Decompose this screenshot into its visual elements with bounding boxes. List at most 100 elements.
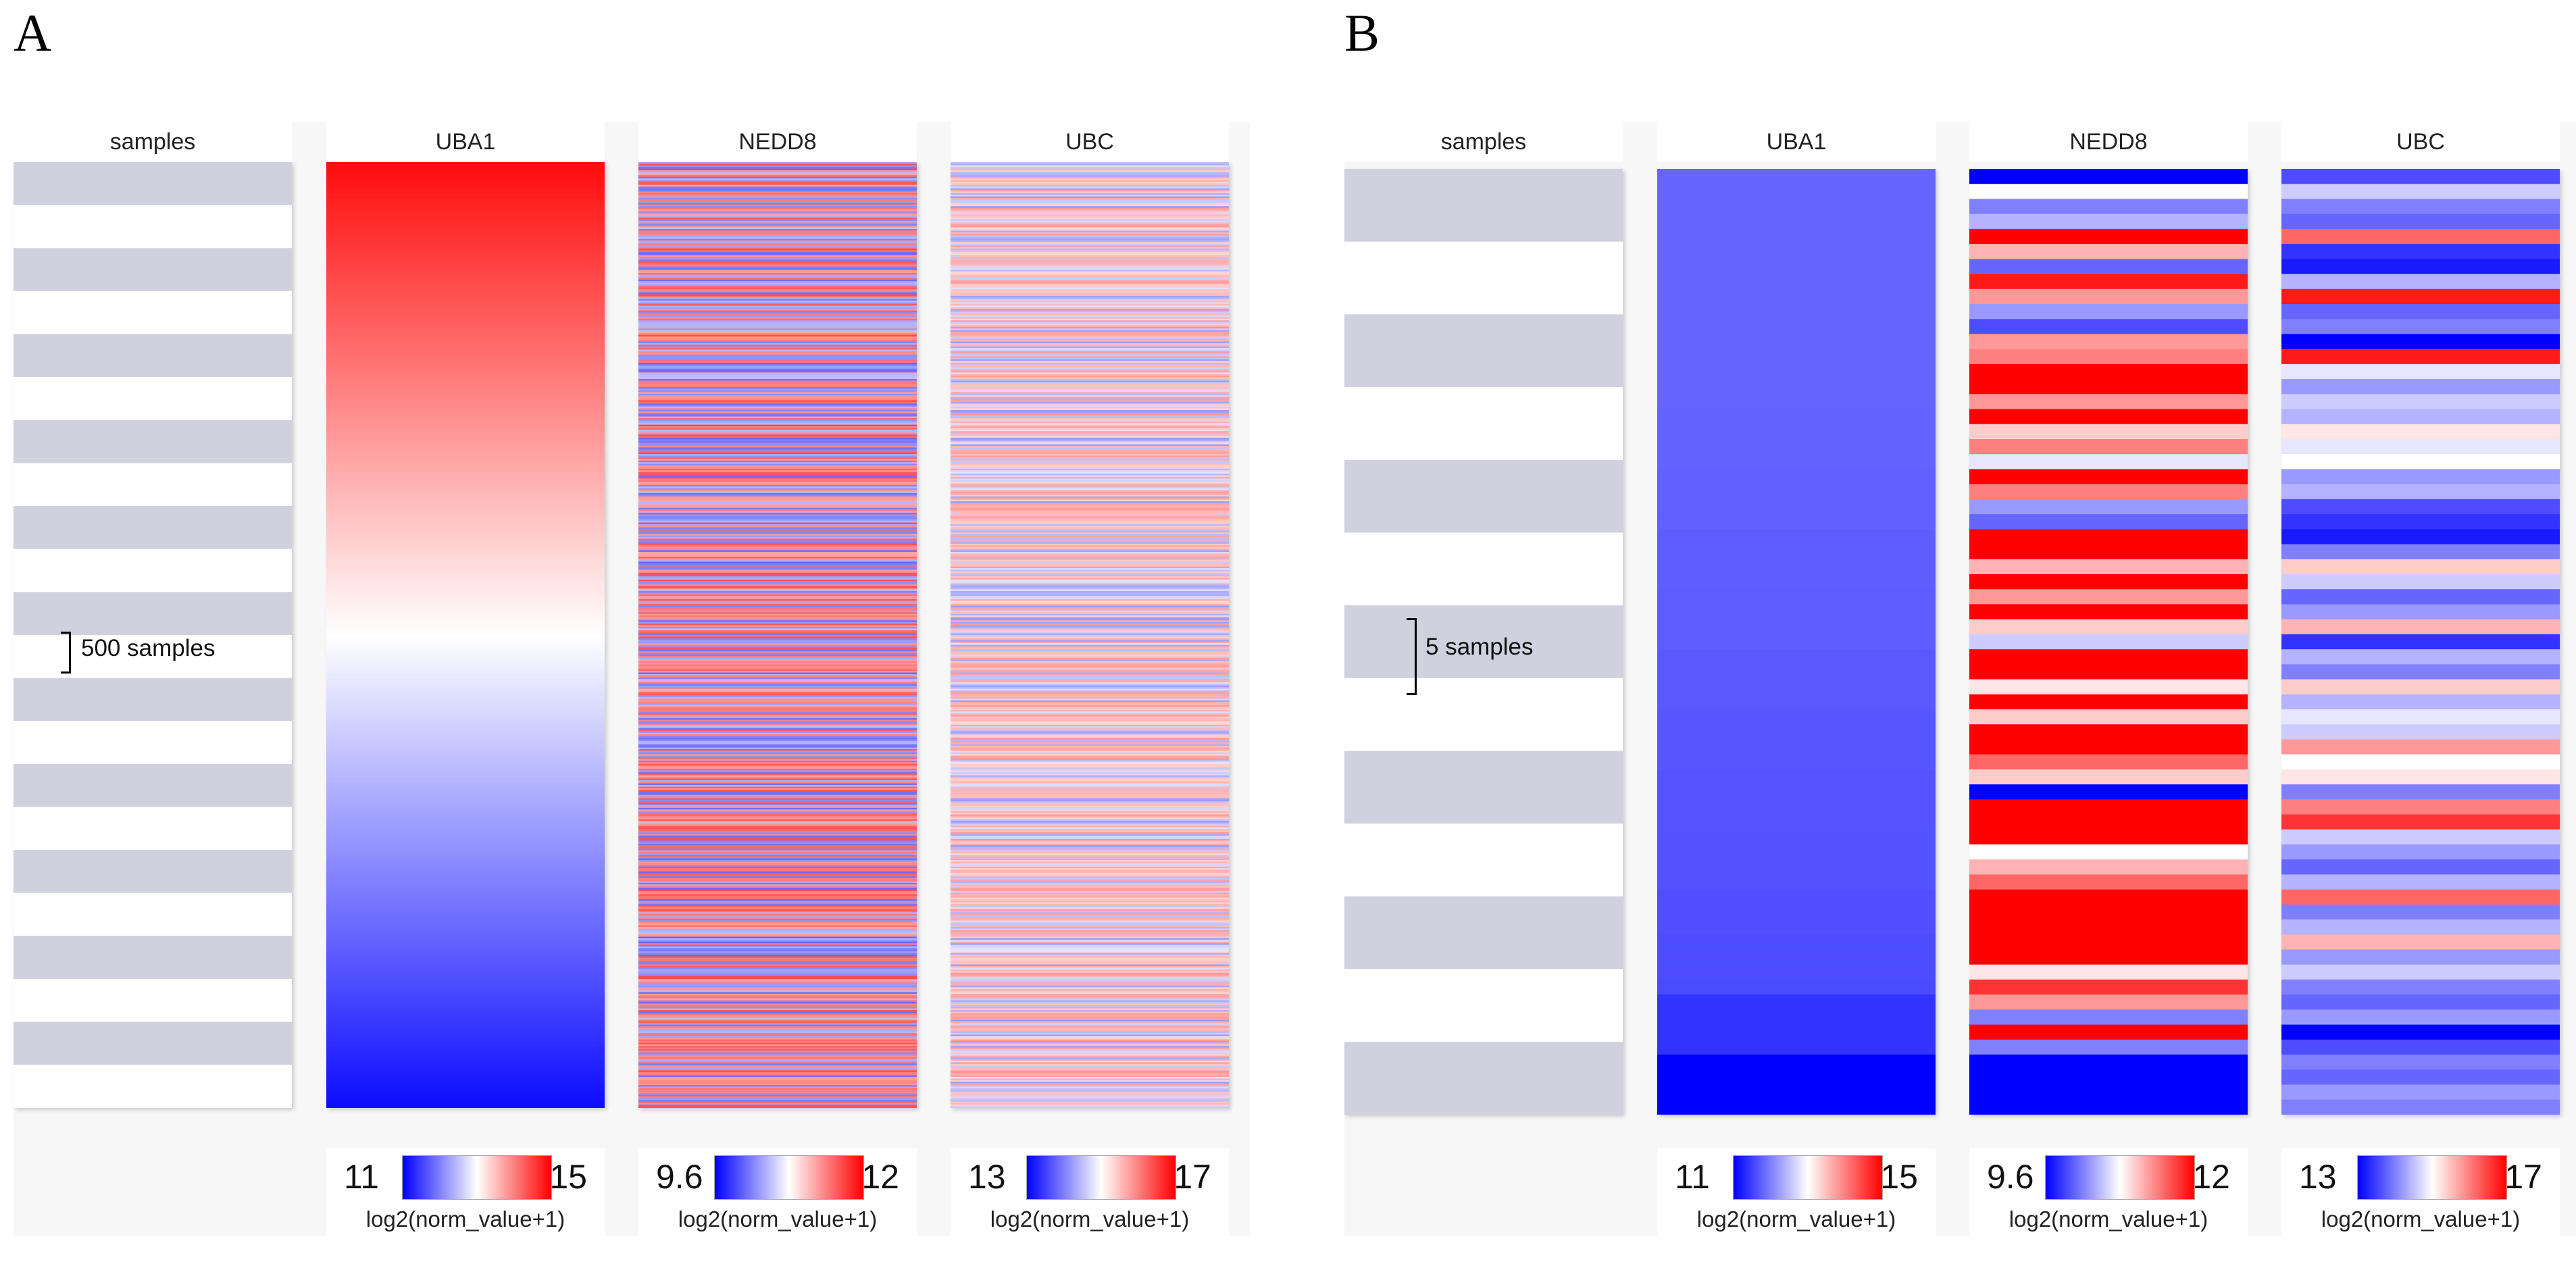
heat-cell (951, 830, 1229, 833)
heat-cell (638, 437, 917, 440)
heat-cell (638, 343, 917, 345)
heat-cell (951, 590, 1229, 593)
heat-cell (326, 791, 605, 794)
heat-cell (326, 519, 605, 522)
heat-cell (951, 1105, 1229, 1107)
heat-cell (951, 558, 1229, 561)
heat-cell (326, 811, 605, 813)
heat-cell (326, 1050, 605, 1053)
heat-cell (951, 522, 1229, 525)
panel-label-b: B (1344, 3, 1380, 62)
heat-cell (951, 676, 1229, 678)
heat-cell (951, 501, 1229, 503)
heat-cell (951, 535, 1229, 538)
heat-cell (951, 1011, 1229, 1014)
heat-cell (326, 503, 605, 505)
heat-cell (326, 941, 605, 944)
heat-cell (951, 268, 1229, 270)
heat-cell (326, 167, 605, 170)
heat-cell (951, 1055, 1229, 1058)
heat-cell (951, 1067, 1229, 1069)
heat-cell (951, 372, 1229, 375)
heat-cell (638, 669, 917, 671)
heat-cell (638, 172, 917, 174)
heat-cell (326, 897, 605, 900)
heat-cell (326, 421, 605, 424)
heat-cell (326, 732, 605, 735)
heat-cell (326, 540, 605, 542)
heat-cell (326, 299, 605, 301)
heat-cell (951, 198, 1229, 200)
heat-cell (1969, 244, 2248, 259)
heat-cell (326, 411, 605, 414)
heat-cell (638, 345, 917, 347)
heat-cell (326, 196, 605, 199)
heat-cell (638, 263, 917, 265)
heat-cell (638, 665, 917, 668)
heat-cell (638, 490, 917, 492)
heat-cell (951, 345, 1229, 347)
heat-cell (1657, 349, 1936, 365)
heat-cell (326, 762, 605, 765)
heat-cell (638, 573, 917, 576)
heat-cell (326, 353, 605, 355)
samples-column: samples 5 samples (1344, 122, 1623, 1115)
heat-cell (1657, 664, 1936, 680)
heat-cell (1969, 619, 2248, 635)
heat-cell (951, 354, 1229, 357)
heat-cell (326, 334, 605, 337)
heat-cell (638, 565, 917, 567)
heat-cell (326, 304, 605, 306)
heat-cell (638, 543, 917, 546)
heat-cell (951, 429, 1229, 432)
heat-cell (638, 752, 917, 755)
heat-cell (326, 739, 605, 742)
heat-cell (638, 1028, 917, 1030)
heat-cell (326, 771, 605, 774)
heat-cell (326, 1019, 605, 1022)
heat-cell (951, 708, 1229, 711)
heat-cell (951, 777, 1229, 779)
heat-cell (638, 512, 917, 515)
heat-cell (951, 1049, 1229, 1051)
heat-cell (326, 261, 605, 264)
heat-cell (638, 563, 917, 565)
heat-cell (638, 199, 917, 202)
heat-cell (951, 846, 1229, 849)
heat-cell (326, 984, 605, 986)
heat-cell (638, 509, 917, 511)
heat-cell (326, 676, 605, 678)
heat-cell (951, 949, 1229, 952)
heat-cell (326, 230, 605, 233)
heat-cell (951, 475, 1229, 478)
heat-cell (326, 193, 605, 195)
heat-cell (326, 827, 605, 830)
heat-cell (951, 439, 1229, 442)
heat-cell (951, 188, 1229, 191)
heat-cell (951, 543, 1229, 546)
heat-cell (326, 814, 605, 817)
heat-cell (951, 592, 1229, 595)
heat-cell (638, 240, 917, 243)
heat-cell (951, 700, 1229, 703)
heat-cell (951, 886, 1229, 888)
heat-cell (951, 1042, 1229, 1045)
heat-cell (638, 301, 917, 303)
heat-cell (638, 607, 917, 609)
heat-cell (951, 446, 1229, 448)
heat-cell (638, 1050, 917, 1053)
heat-cell (951, 957, 1229, 960)
heat-cell (638, 846, 917, 849)
heat-cell (951, 1052, 1229, 1055)
heat-cell (2281, 679, 2560, 695)
heat-cell (951, 933, 1229, 936)
heat-cell (326, 486, 605, 489)
heat-cell (638, 909, 917, 911)
heat-cell (326, 620, 605, 623)
heat-cell (951, 783, 1229, 786)
heat-cell (2281, 1024, 2560, 1040)
heat-cell (326, 1071, 605, 1074)
heat-cell (638, 648, 917, 651)
heat-cell (638, 465, 917, 467)
heat-cell (638, 632, 917, 634)
